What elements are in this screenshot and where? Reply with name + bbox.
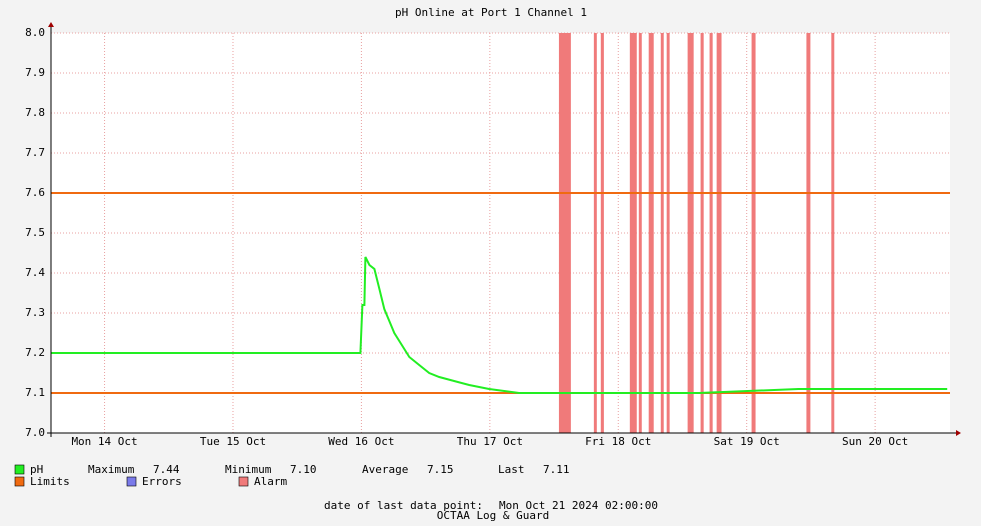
chart-title: pH Online at Port 1 Channel 1 xyxy=(395,6,587,19)
legend-swatch xyxy=(14,464,25,475)
y-tick-label: 7.8 xyxy=(25,106,45,119)
alarm-bar xyxy=(638,33,642,433)
x-tick-label: Sun 20 Oct xyxy=(842,435,908,448)
alarm-bar xyxy=(593,33,597,433)
alarm-bar xyxy=(600,33,604,433)
alarm-bar xyxy=(660,33,664,433)
alarm-bar xyxy=(709,33,713,433)
y-tick-label: 7.1 xyxy=(25,386,45,399)
legend-swatch xyxy=(126,476,137,487)
alarm-bar xyxy=(629,33,637,433)
legend-label: pH xyxy=(30,463,43,476)
x-tick-label: Tue 15 Oct xyxy=(200,435,266,448)
stat-value: 7.15 xyxy=(427,463,454,476)
legend-label: Limits xyxy=(30,475,70,488)
stat-label: Average xyxy=(362,463,408,476)
x-tick-label: Thu 17 Oct xyxy=(457,435,523,448)
axis-arrow xyxy=(956,430,961,436)
footer-label: date of last data point: xyxy=(324,499,483,512)
y-tick-label: 7.5 xyxy=(25,226,45,239)
y-tick-label: 7.9 xyxy=(25,66,45,79)
axis-arrow xyxy=(48,22,54,27)
y-tick-label: 7.4 xyxy=(25,266,45,279)
y-tick-label: 7.7 xyxy=(25,146,45,159)
alarm-bar xyxy=(831,33,835,433)
stat-value: 7.10 xyxy=(290,463,317,476)
alarm-bar xyxy=(558,33,571,433)
alarm-bar xyxy=(751,33,756,433)
y-tick-label: 8.0 xyxy=(25,26,45,39)
legend-swatch xyxy=(238,476,249,487)
x-tick-label: Mon 14 Oct xyxy=(71,435,137,448)
y-tick-label: 7.6 xyxy=(25,186,45,199)
alarm-bar xyxy=(716,33,722,433)
alarm-bar xyxy=(806,33,811,433)
legend-label: Errors xyxy=(142,475,182,488)
stat-value: 7.44 xyxy=(153,463,180,476)
legend-label: Alarm xyxy=(254,475,287,488)
plot-area xyxy=(51,33,950,433)
y-tick-label: 7.0 xyxy=(25,426,45,439)
footer-value: Mon Oct 21 2024 02:00:00 xyxy=(499,499,658,512)
alarm-bar xyxy=(648,33,654,433)
alarm-bar xyxy=(700,33,704,433)
series-line xyxy=(51,256,948,394)
stat-label: Minimum xyxy=(225,463,272,476)
alarm-bar xyxy=(687,33,694,433)
x-tick-label: Sat 19 Oct xyxy=(714,435,780,448)
alarm-bar xyxy=(666,33,670,433)
y-tick-label: 7.2 xyxy=(25,346,45,359)
stat-value: 7.11 xyxy=(543,463,570,476)
stat-label: Last xyxy=(498,463,525,476)
x-tick-label: Wed 16 Oct xyxy=(328,435,394,448)
legend-swatch xyxy=(14,476,25,487)
watermark: OCTAA Log & Guard xyxy=(437,509,550,522)
x-tick-label: Fri 18 Oct xyxy=(585,435,651,448)
y-tick-label: 7.3 xyxy=(25,306,45,319)
stat-label: Maximum xyxy=(88,463,135,476)
